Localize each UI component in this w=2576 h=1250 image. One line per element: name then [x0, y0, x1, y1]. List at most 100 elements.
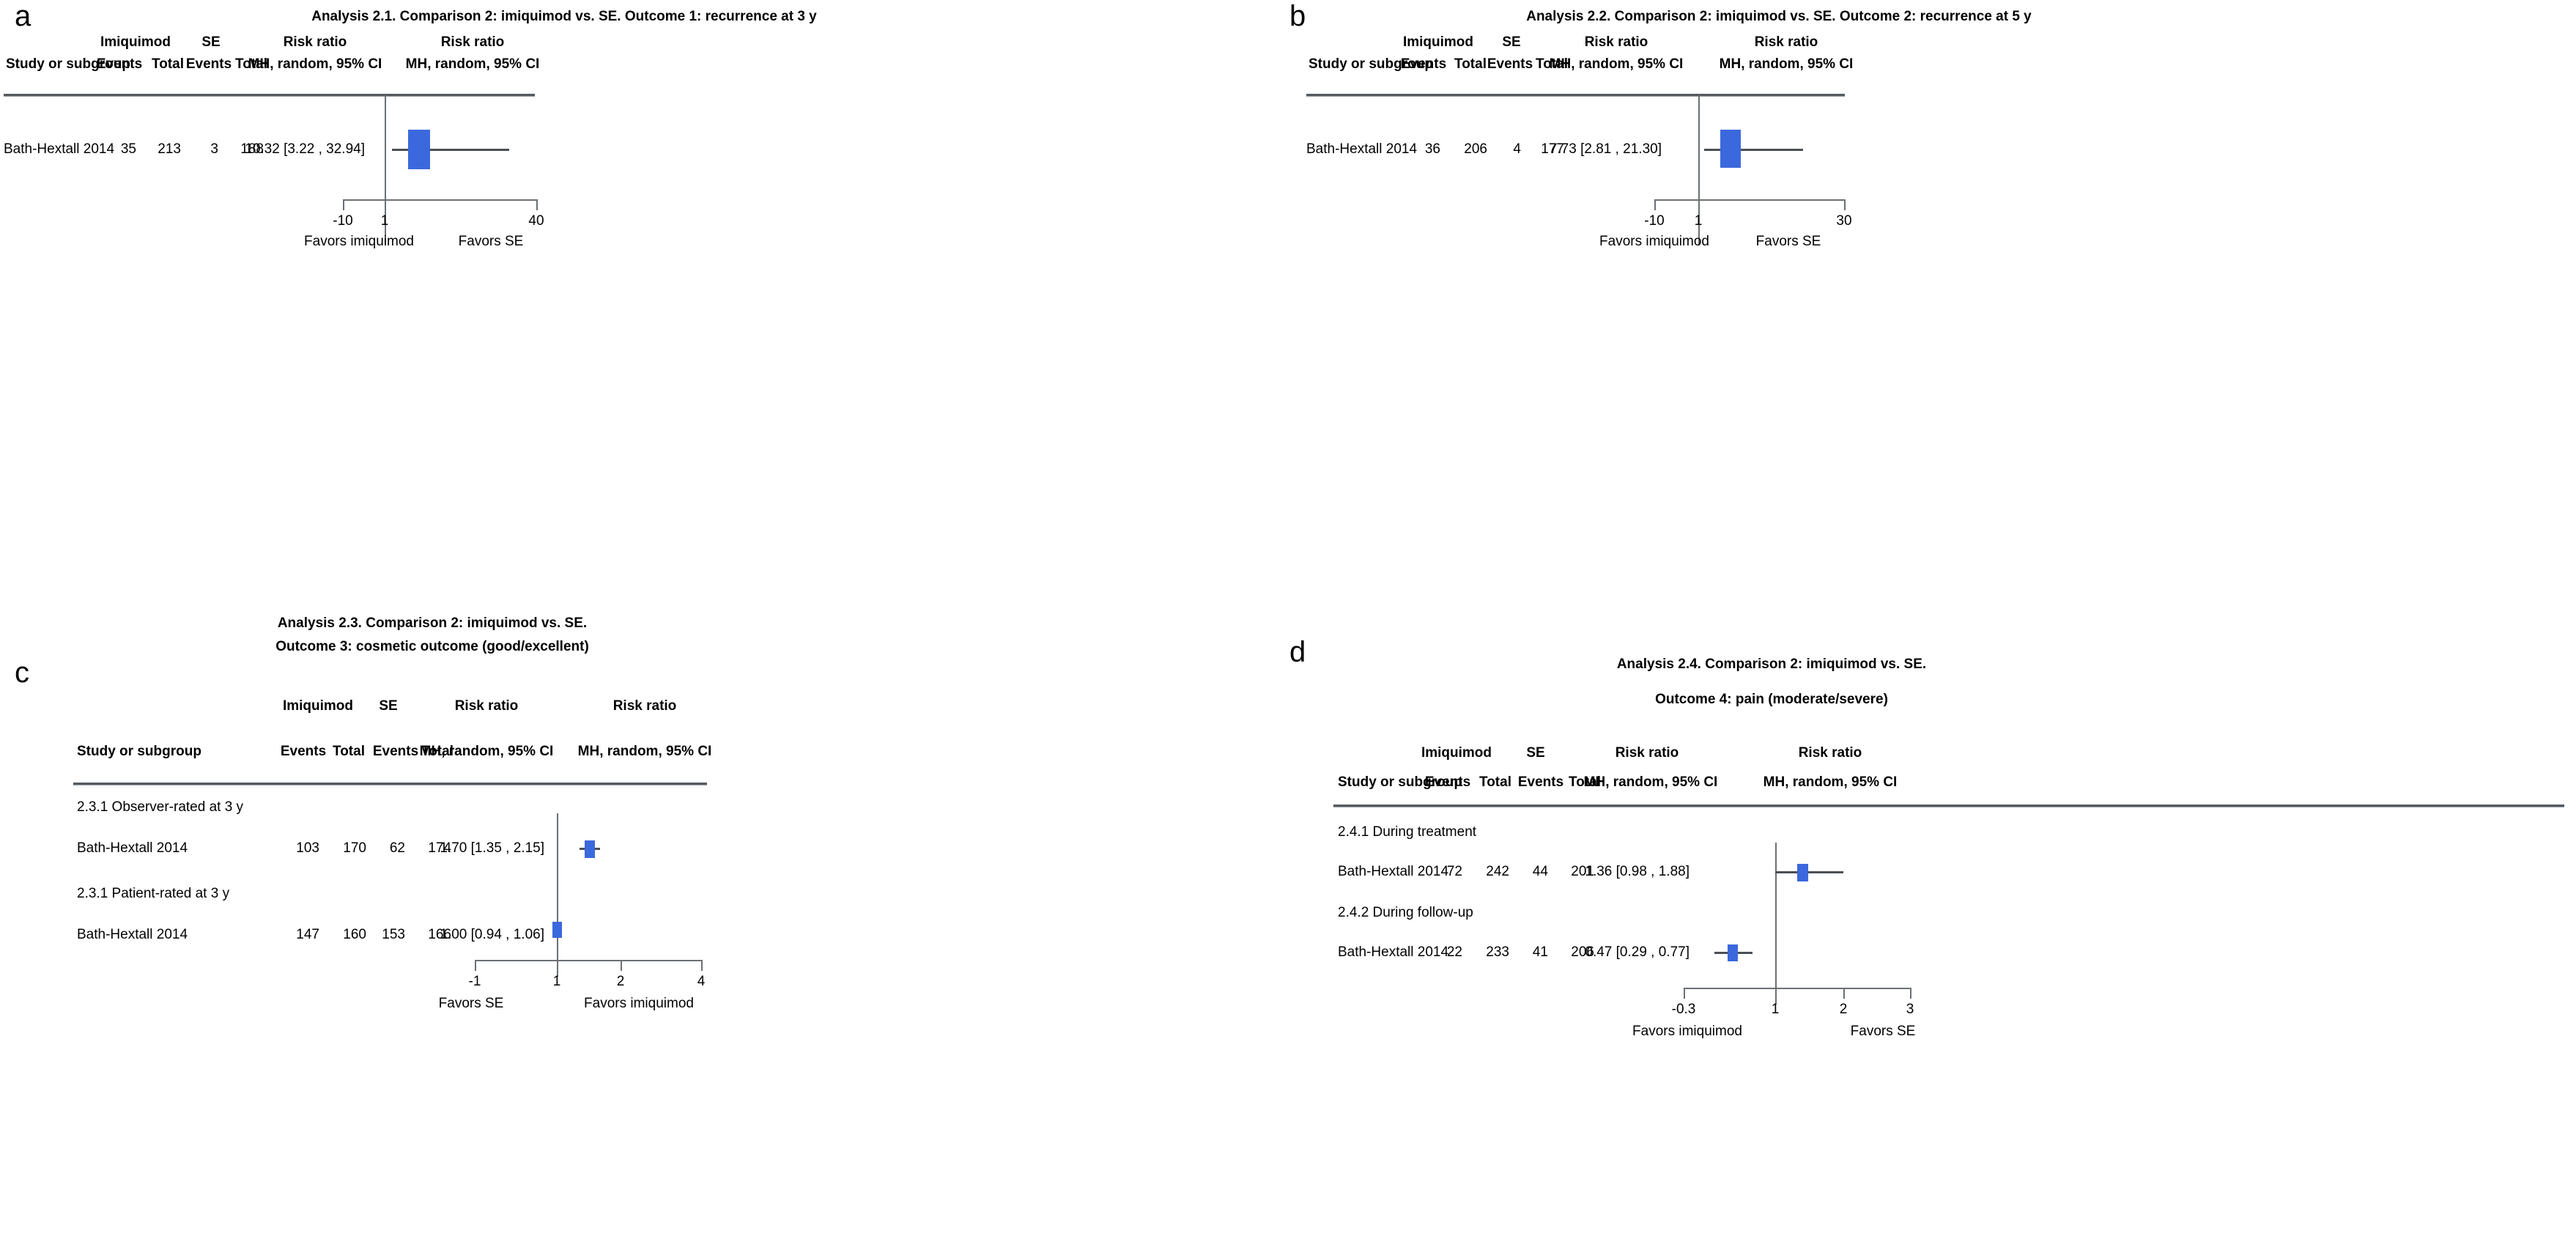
panel-c-null-line-upper	[557, 813, 558, 894]
panel-c-tick-0	[475, 960, 476, 971]
panel-d-row2-total2: 206	[1571, 944, 1594, 960]
panel-c-ticklabel-2: 2	[616, 974, 625, 989]
panel-b-row-effect: 7.73 [2.81 , 21.30]	[1549, 141, 1662, 157]
panel-a-ticklabel-1: 1	[380, 213, 389, 229]
panel-d-row2-marker-square	[1728, 944, 1738, 961]
panel-a-header-group-imiquimod: Imiquimod	[100, 34, 171, 50]
panel-a-letter: a	[15, 0, 32, 32]
panel-c: c Analysis 2.3. Comparison 2: imiquimod …	[0, 608, 1288, 1250]
panel-d-ticklabel-1: 1	[1771, 1002, 1780, 1017]
panel-b-title: Analysis 2.2. Comparison 2: imiquimod vs…	[1526, 9, 2032, 24]
panel-c-row2-marker-square	[552, 922, 562, 938]
panel-d-header-events1: Events	[1424, 774, 1471, 790]
panel-d: d Analysis 2.4. Comparison 2: imiquimod …	[1288, 608, 2576, 1250]
panel-c-row1-marker-square	[585, 840, 595, 858]
panel-c-header-group-se: SE	[379, 698, 398, 714]
panel-c-row2-total2: 166	[428, 927, 451, 942]
panel-d-row1-events1: 72	[1446, 864, 1462, 879]
panel-a-row-effect: 10.32 [3.22 , 32.94]	[245, 141, 365, 157]
panel-b-tick-1	[1698, 199, 1700, 210]
panel-d-null-line-upper	[1775, 843, 1777, 925]
panel-b-favors-right: Favors SE	[1755, 234, 1821, 249]
panel-c-title-line-2: Outcome 3: cosmetic outcome (good/excell…	[275, 639, 589, 654]
panel-b-header-rule	[1306, 94, 1845, 97]
panel-b-tick-0	[1654, 199, 1656, 210]
panel-b-header-effect-sub: MH, random, 95% CI	[1549, 56, 1684, 72]
panel-d-tick-2	[1843, 988, 1845, 999]
panel-b: b Analysis 2.2. Comparison 2: imiquimod …	[1288, 0, 2576, 586]
panel-a-header-events1: Events	[96, 56, 143, 72]
panel-b-null-line-lower	[1698, 180, 1700, 245]
panel-b-marker-square	[1720, 130, 1741, 168]
panel-b-favors-left: Favors imiquimod	[1599, 234, 1709, 249]
panel-a-ticklabel-0: -10	[333, 213, 353, 229]
panel-c-tick-3	[701, 960, 703, 971]
panel-d-title-line-1: Analysis 2.4. Comparison 2: imiquimod vs…	[1616, 657, 1927, 672]
panel-d-row1-ci-line	[1775, 871, 1843, 873]
panel-d-favors-left: Favors imiquimod	[1632, 1024, 1742, 1039]
panel-b-ticklabel-0: -10	[1644, 213, 1665, 229]
panel-a-row-events1: 35	[120, 141, 136, 157]
panel-a-row-total1: 213	[158, 141, 181, 157]
panel-d-header-group-se: SE	[1526, 745, 1545, 761]
panel-b-header-total2: Total	[1536, 56, 1568, 72]
panel-a-header-rule	[4, 94, 535, 97]
panel-b-letter: b	[1289, 0, 1306, 32]
panel-a-marker-square	[408, 130, 430, 169]
panel-c-title-line-1: Analysis 2.3. Comparison 2: imiquimod vs…	[277, 615, 588, 631]
panel-c-favors-right: Favors imiquimod	[584, 996, 694, 1011]
panel-b-row-total2: 177	[1541, 141, 1564, 157]
panel-d-tick-3	[1910, 988, 1911, 999]
panel-d-header-plot-title: Risk ratio	[1798, 745, 1862, 761]
panel-d-header-effect-title: Risk ratio	[1615, 745, 1679, 761]
panel-c-header-total1: Total	[333, 744, 365, 759]
panel-b-header-study: Study or subgroup	[1309, 56, 1433, 72]
panel-d-row1-effect: 1.36 [0.98 , 1.88]	[1585, 864, 1689, 879]
panel-a-axis-line	[343, 199, 537, 201]
panel-d-row2-total1: 233	[1486, 944, 1509, 960]
panel-c-header-effect-title: Risk ratio	[454, 698, 519, 714]
panel-a-null-line-lower	[385, 180, 386, 245]
panel-c-subgroup-label-2: 2.3.1 Patient-rated at 3 y	[77, 886, 230, 901]
panel-d-subgroup-label-1: 2.4.1 During treatment	[1338, 824, 1477, 840]
panel-b-ci-line	[1704, 149, 1803, 151]
panel-d-null-line-lower	[1775, 925, 1777, 1005]
panel-b-row-label: Bath-Hextall 2014	[1306, 141, 1418, 157]
panel-d-letter: d	[1289, 636, 1306, 668]
panel-d-ticklabel-0: -0.3	[1671, 1002, 1696, 1017]
panel-c-tick-1	[557, 960, 558, 971]
panel-d-title-line-2: Outcome 4: pain (moderate/severe)	[1655, 692, 1888, 707]
panel-c-axis-line	[475, 960, 702, 961]
panel-d-header-plot-sub: MH, random, 95% CI	[1763, 774, 1898, 790]
panel-c-ticklabel-0: -1	[468, 974, 481, 989]
panel-c-row2-events2: 153	[382, 927, 405, 942]
panel-a: a Analysis 2.1. Comparison 2: imiquimod …	[0, 0, 1288, 586]
panel-b-null-line	[1698, 95, 1700, 180]
panel-b-row-events2: 4	[1513, 141, 1521, 157]
panel-a-header-plot-title: Risk ratio	[440, 34, 505, 50]
panel-d-row1-marker-square	[1797, 864, 1808, 881]
panel-c-row2-total1: 160	[343, 927, 366, 942]
panel-a-row-total2: 188	[240, 141, 264, 157]
panel-c-ticklabel-3: 4	[697, 974, 706, 989]
panel-b-ticklabel-2: 30	[1836, 213, 1852, 229]
panel-d-row1-label: Bath-Hextall 2014	[1338, 864, 1449, 879]
panel-c-row2-effect: 1.00 [0.94 , 1.06]	[440, 927, 544, 942]
panel-d-row1-total2: 201	[1571, 864, 1594, 879]
panel-b-header-total1: Total	[1454, 56, 1487, 72]
panel-d-ticklabel-2: 2	[1839, 1002, 1848, 1017]
panel-c-header-group-imiquimod: Imiquimod	[282, 698, 354, 714]
panel-c-ticklabel-1: 1	[552, 974, 561, 989]
panel-a-favors-left: Favors imiquimod	[304, 234, 414, 249]
panel-d-row2-events2: 41	[1532, 944, 1548, 960]
panel-b-header-group-se: SE	[1502, 34, 1521, 50]
panel-c-favors-left: Favors SE	[438, 996, 504, 1011]
panel-c-row1-total2: 174	[428, 840, 451, 856]
panel-b-header-plot-title: Risk ratio	[1754, 34, 1818, 50]
panel-d-subgroup-label-2: 2.4.2 During follow-up	[1338, 905, 1473, 920]
panel-b-header-events1: Events	[1400, 56, 1447, 72]
panel-b-ticklabel-1: 1	[1694, 213, 1703, 229]
panel-c-tick-2	[621, 960, 622, 971]
panel-a-header-plot-sub: MH, random, 95% CI	[405, 56, 540, 72]
panel-d-header-total2: Total	[1569, 774, 1601, 790]
